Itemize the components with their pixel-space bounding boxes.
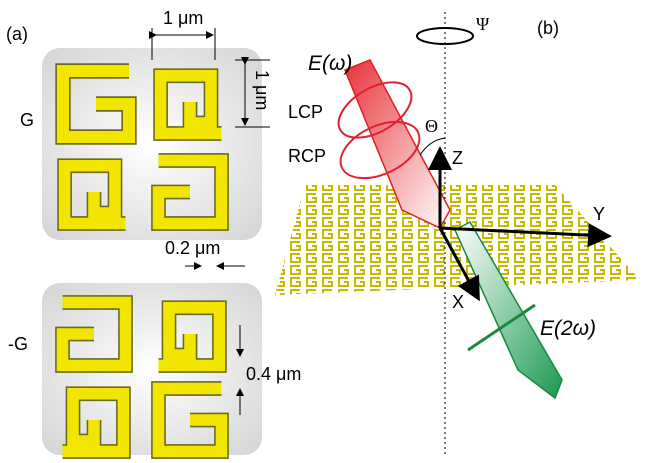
sh-polarization bbox=[467, 303, 536, 352]
x-axis bbox=[438, 227, 480, 302]
rcp-ellipse bbox=[339, 120, 421, 180]
lcp-label: LCP bbox=[288, 102, 323, 122]
incident-field-label: E(ω) bbox=[308, 52, 352, 75]
lcp-ellipse bbox=[337, 81, 413, 139]
theta-label: Θ bbox=[425, 116, 438, 136]
dim-label: 0.4 μm bbox=[246, 364, 301, 384]
y-axis bbox=[439, 223, 612, 248]
incident-beam bbox=[344, 59, 451, 229]
sample-label: -G bbox=[8, 334, 28, 354]
sh-beam bbox=[454, 220, 563, 400]
dim-label: 1 μm bbox=[252, 70, 272, 110]
dim-label: 1 μm bbox=[163, 8, 203, 28]
dim-label: 0.2 μm bbox=[165, 238, 220, 258]
sh-field-label: E(2ω) bbox=[540, 317, 596, 340]
rcp-label: RCP bbox=[288, 146, 326, 166]
panel-label: (a) bbox=[6, 24, 28, 44]
panel-label: (b) bbox=[537, 18, 559, 38]
theta-arc bbox=[419, 137, 446, 156]
axis-label: Z bbox=[452, 148, 463, 168]
sample-label: G bbox=[20, 110, 34, 130]
psi-label: Ψ bbox=[476, 14, 490, 34]
rotation-arrow bbox=[416, 27, 474, 45]
sample-minus-g bbox=[42, 283, 262, 455]
axis-label: Y bbox=[593, 204, 605, 224]
axis-label: X bbox=[452, 292, 464, 312]
metasurface-array bbox=[275, 185, 640, 295]
